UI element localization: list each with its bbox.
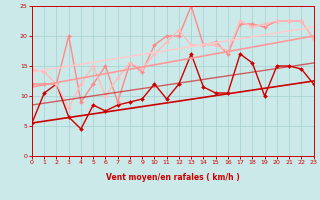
- X-axis label: Vent moyen/en rafales ( km/h ): Vent moyen/en rafales ( km/h ): [106, 174, 240, 183]
